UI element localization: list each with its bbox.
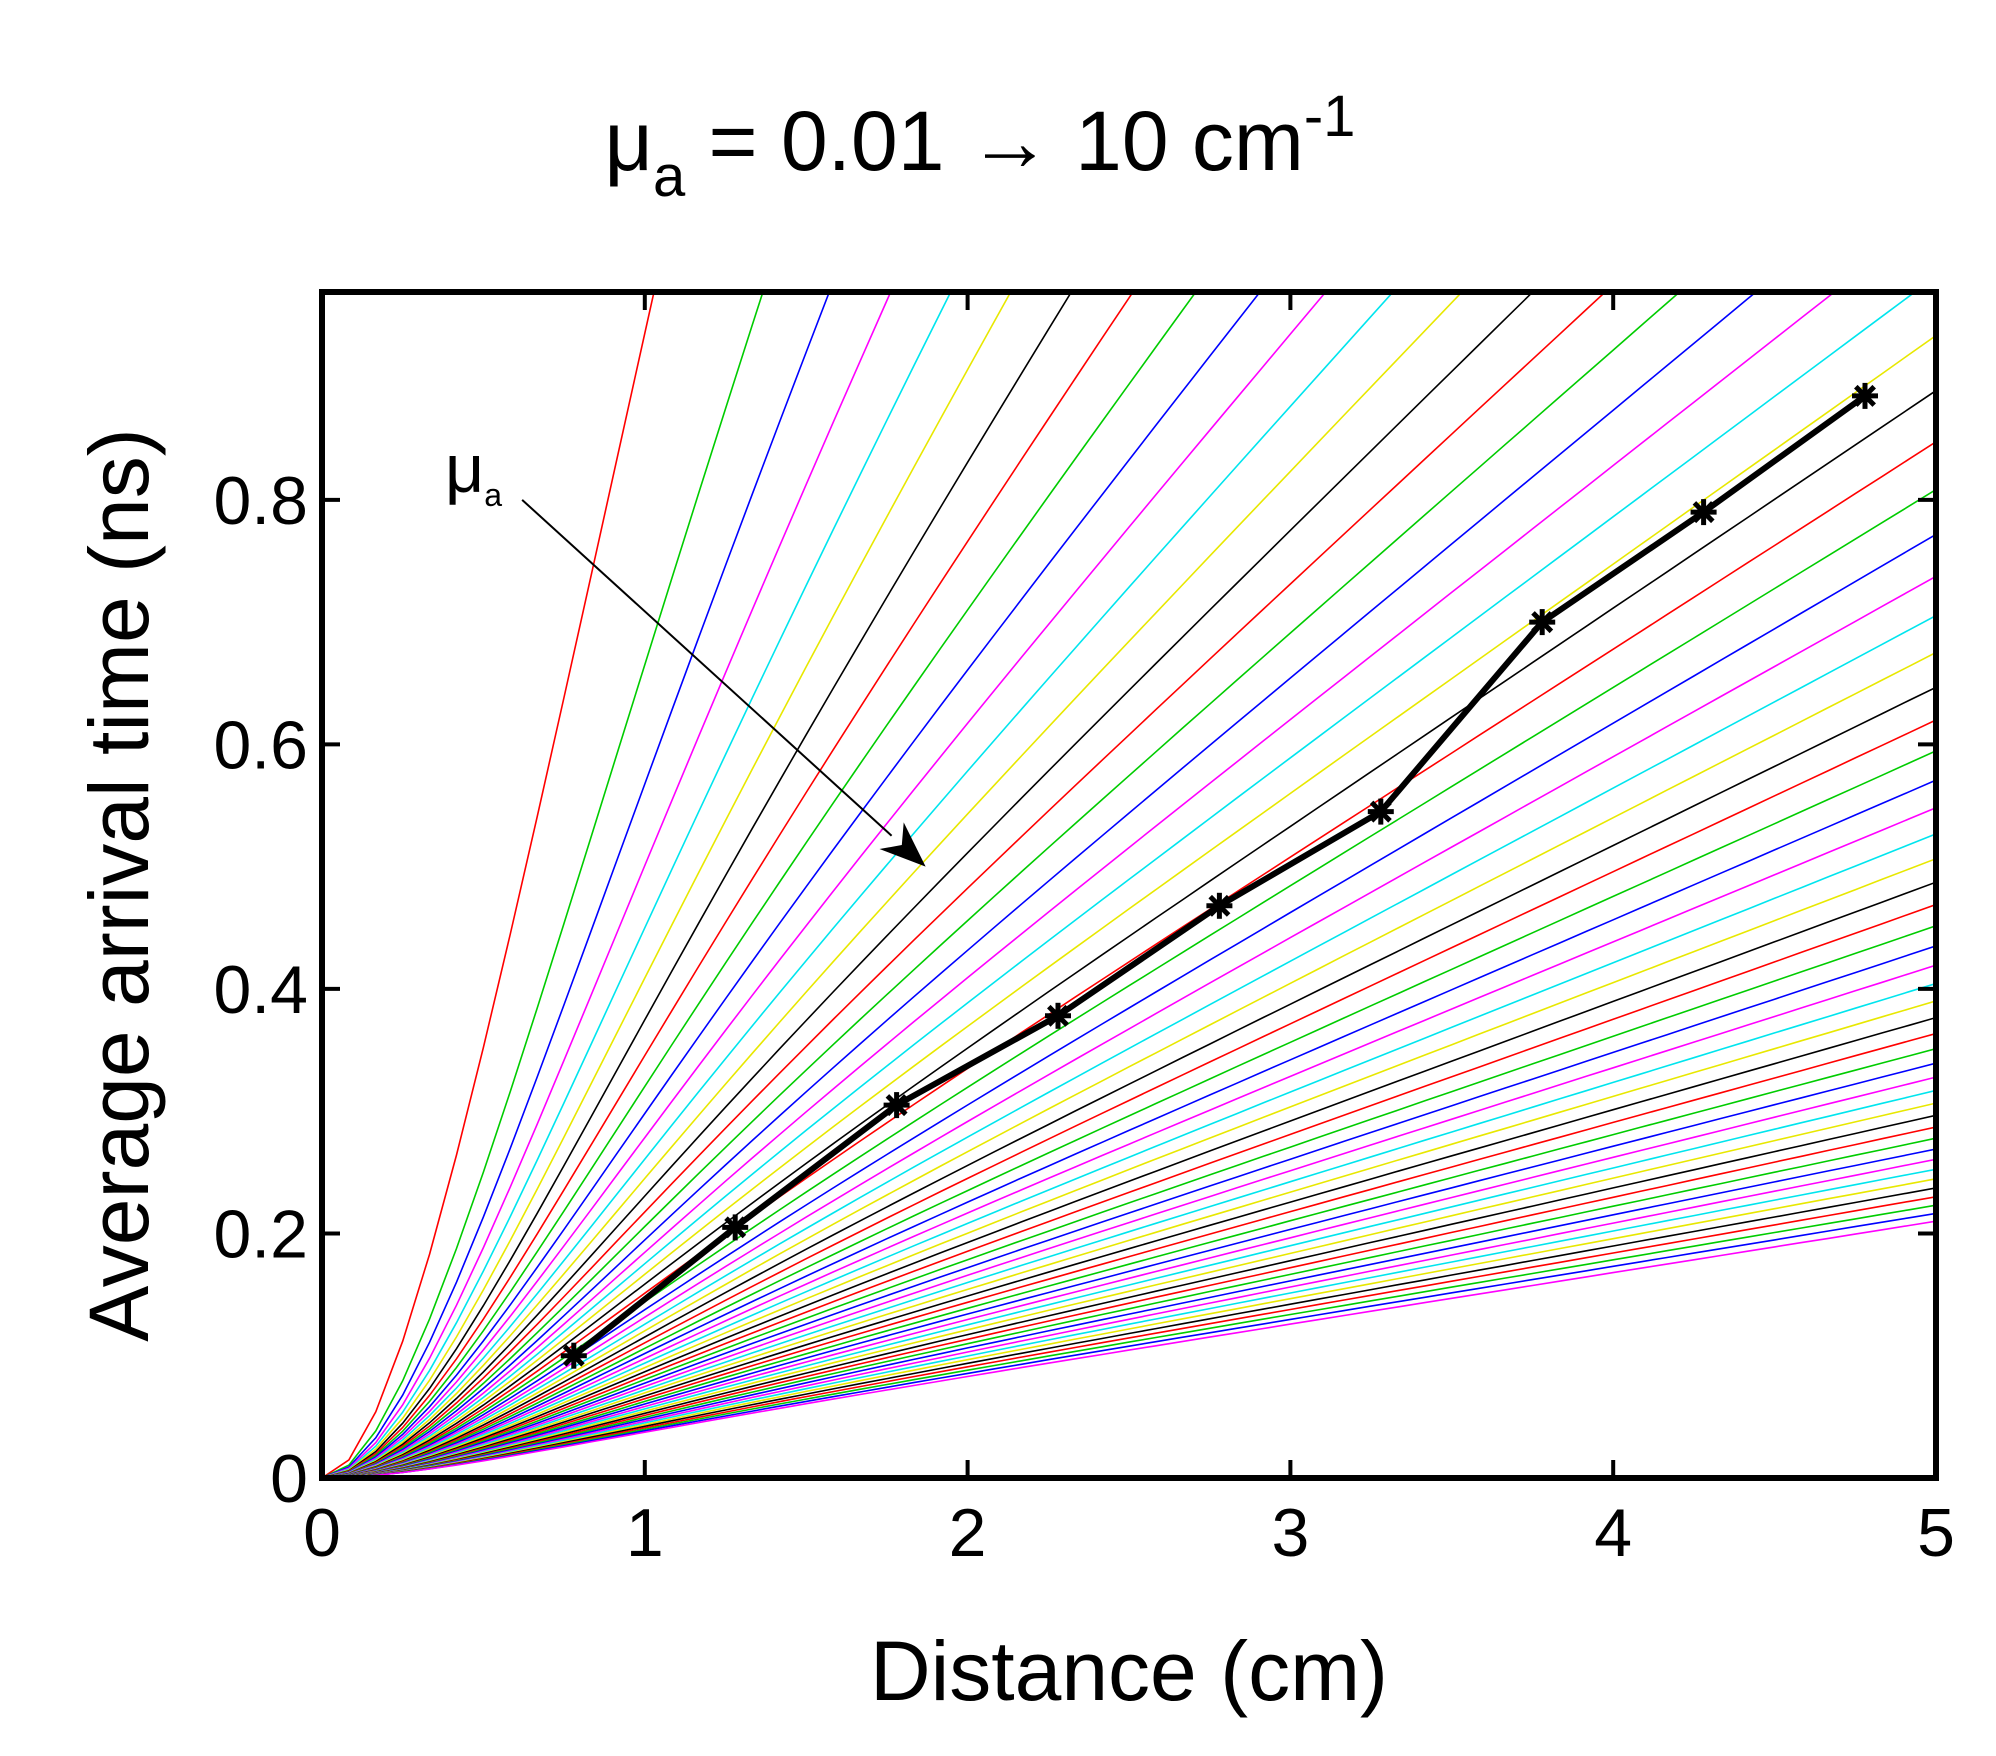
y-axis-label: Average arrival time (ns) [72,428,166,1341]
x-tick-label: 4 [1594,1495,1632,1571]
simulated-curve [322,857,1936,1478]
simulated-curve [322,964,1936,1478]
simulated-curve [322,1126,1936,1478]
simulated-curve [322,1212,1936,1478]
simulated-curve [322,1062,1936,1478]
title-sup: -1 [1304,84,1356,149]
simulated-curve [322,292,764,1478]
simulated-curve [322,292,1073,1478]
title-body: = 0.01 → 10 cm [685,94,1304,188]
simulated-curve [322,292,1395,1478]
simulated-curve [322,1102,1936,1478]
y-tick-label: 0.4 [213,952,308,1028]
star-marker [1852,382,1878,409]
simulated-curve [322,292,952,1478]
simulated-curve [322,292,1917,1478]
simulated-curve [322,1016,1936,1478]
annotation-arrow-line [521,499,893,837]
simulated-curve [322,1148,1936,1478]
simulated-curve [322,1089,1936,1478]
simulated-curve [322,292,1534,1478]
y-tick-label: 0 [270,1441,308,1517]
y-tick-label: 0.8 [213,463,308,539]
simulated-curve [322,1114,1936,1478]
simulated-curve [322,292,831,1478]
x-tick-label: 0 [303,1495,341,1571]
simulated-curve [322,686,1936,1478]
simulated-curve [322,833,1936,1478]
star-marker [1206,892,1233,919]
annotation-sub: a [484,477,502,513]
y-tick-label: 0.2 [213,1196,308,1272]
simulated-curve [322,1196,1936,1478]
star-marker [560,1342,587,1369]
marked-series [560,382,1878,1369]
star-marker [722,1214,749,1241]
simulated-curve [322,292,892,1478]
simulated-curve [322,292,1261,1478]
simulated-curve [322,292,1681,1478]
simulated-curve [322,1047,1936,1478]
simulated-curve [322,292,1836,1478]
star-marker [883,1092,910,1119]
x-tick-label: 2 [949,1495,987,1571]
simulated-curve [322,614,1936,1478]
title-sub: a [653,144,686,209]
x-tick-label: 1 [626,1495,664,1571]
simulated-curve [322,651,1936,1478]
simulated-curve [322,750,1936,1478]
x-tick-label: 3 [1271,1495,1309,1571]
annotation-mu: μ [445,431,484,507]
simulated-curve [322,1032,1936,1478]
simulated-curve [322,292,655,1478]
simulated-curve [322,1158,1936,1478]
simulated-curve [322,1168,1936,1478]
simulated-curve [322,982,1936,1478]
ticks-layer: 0 1 2 3 4 5 0 0.2 0.4 0.6 0.8 [213,292,1955,1571]
simulated-curve [322,292,1012,1478]
simulated-curve [322,1204,1936,1478]
simulated-curve [322,779,1936,1478]
simulated-curve [322,1178,1936,1478]
simulated-curve [322,292,1134,1478]
curves-layer [322,292,1936,1478]
simulated-curve [322,292,1197,1478]
simulated-curve [322,1076,1936,1478]
simulated-curve [322,719,1936,1478]
mu-a-annotation: μa [445,431,926,867]
annotation-label: μa [445,431,502,513]
simulated-curve [322,575,1936,1478]
simulated-curve [322,806,1936,1478]
simulated-curve [322,292,1758,1478]
title-mu: μ [605,94,653,188]
chart-title: μa = 0.01 → 10 cm-1 [605,84,1356,209]
plot-frame [319,289,1939,1481]
x-axis-label: Distance (cm) [870,1624,1388,1718]
simulated-curve [322,292,1607,1478]
star-marker [1367,798,1394,825]
annotation-arrow-head [879,822,926,867]
simulated-curve [322,1137,1936,1478]
star-marker [1529,609,1556,636]
simulated-curve [322,925,1936,1478]
simulated-curve [322,1220,1936,1478]
simulated-curve [322,1187,1936,1478]
x-tick-label: 5 [1917,1495,1955,1571]
y-tick-label: 0.6 [213,707,308,783]
simulated-curve [322,441,1936,1478]
simulated-curve [322,334,1936,1478]
star-marker [1045,1002,1071,1029]
simulated-curve [322,292,1464,1478]
simulated-curve [322,1000,1936,1478]
star-marker [1690,499,1717,526]
simulated-curve [322,903,1936,1478]
simulated-curve [322,389,1936,1478]
simulated-curve [322,881,1936,1478]
simulated-curve [322,945,1936,1478]
simulated-curve [322,292,1327,1478]
